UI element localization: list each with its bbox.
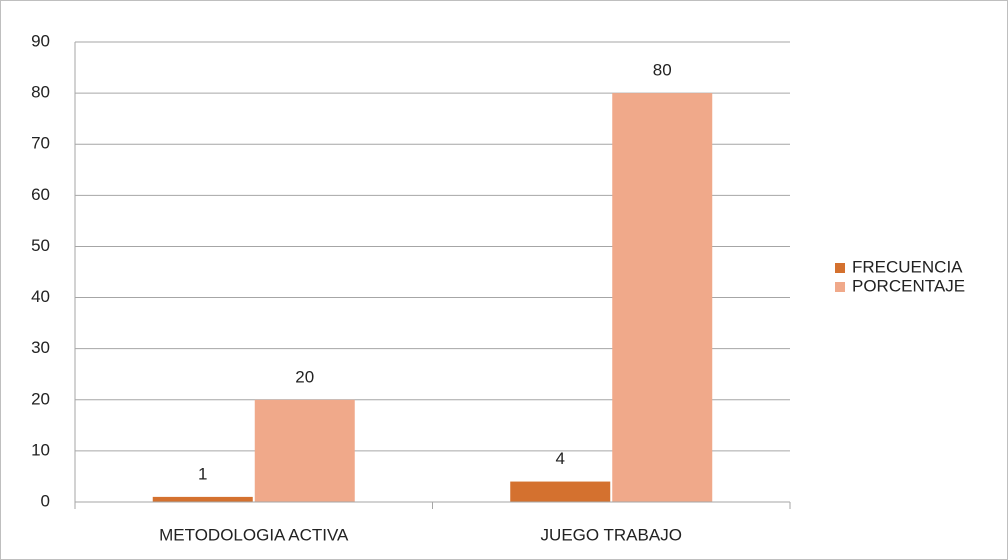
x-tick-label: JUEGO TRABAJO	[541, 525, 682, 544]
data-label: 20	[295, 367, 314, 386]
data-label: 1	[198, 464, 207, 483]
y-tick-label: 30	[31, 338, 50, 357]
y-tick-label: 50	[31, 236, 50, 255]
y-tick-label: 40	[31, 287, 50, 306]
bar	[612, 93, 713, 502]
bar	[152, 496, 253, 502]
y-tick-label: 0	[41, 491, 50, 510]
y-tick-label: 10	[31, 440, 50, 459]
legend-label: FRECUENCIA	[852, 257, 963, 276]
legend-swatch	[835, 263, 845, 273]
x-tick-label: METODOLOGIA ACTIVA	[159, 525, 349, 544]
y-tick-label: 20	[31, 389, 50, 408]
y-tick-label: 90	[31, 31, 50, 50]
legend-label: PORCENTAJE	[852, 276, 965, 295]
y-tick-label: 70	[31, 134, 50, 153]
data-label: 80	[653, 61, 672, 80]
y-tick-label: 80	[31, 83, 50, 102]
data-label: 4	[556, 449, 565, 468]
y-tick-label: 60	[31, 185, 50, 204]
bar	[510, 481, 611, 502]
bar	[254, 399, 355, 502]
legend-swatch	[835, 282, 845, 292]
